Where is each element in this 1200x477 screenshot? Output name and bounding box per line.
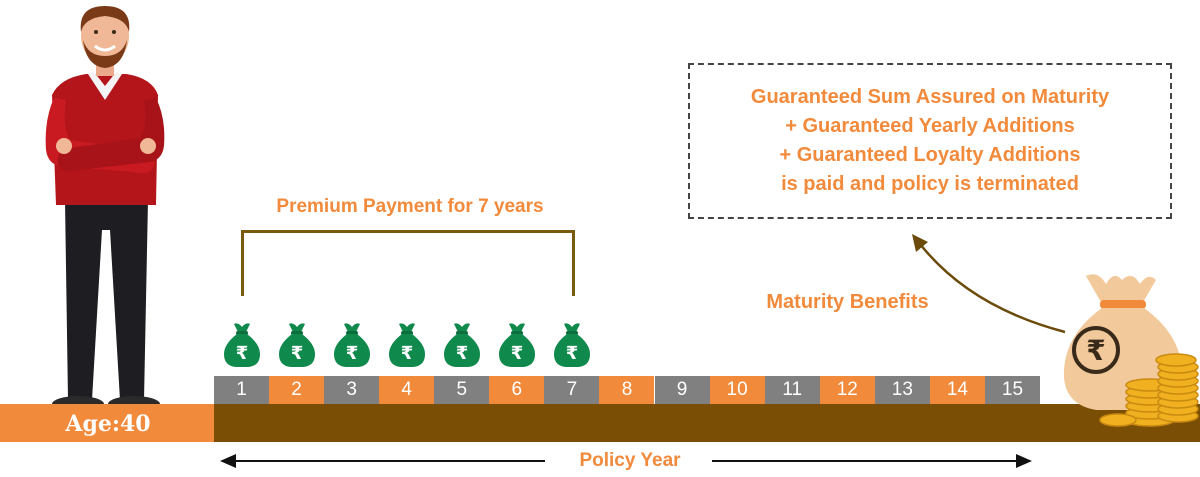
policy-year-box: 14 (929, 376, 985, 404)
policy-year-box: 8 (599, 376, 655, 404)
rupee-symbol: ₹ (235, 343, 248, 364)
rupee-money-bag-icon: ₹ (498, 323, 535, 367)
rupee-symbol: ₹ (400, 343, 413, 364)
maturity-benefits-label: Maturity Benefits (766, 291, 929, 313)
person-illustration (45, 6, 165, 412)
rupee-money-bag-icon: ₹ (553, 323, 590, 367)
timeline-ground (214, 404, 1200, 442)
age-bar (0, 404, 214, 442)
policy-year-box: 4 (379, 376, 435, 404)
policy-year-box: 3 (324, 376, 380, 404)
policy-year-box: 7 (544, 376, 600, 404)
rupee-symbol: ₹ (290, 343, 303, 364)
rupee-symbol: ₹ (456, 343, 469, 364)
rupee-symbol: ₹ (566, 343, 579, 364)
policy-year-box: 2 (269, 376, 325, 404)
policy-year-box: 5 (434, 376, 490, 404)
policy-year-box: 10 (709, 376, 765, 404)
policy-year-box: 12 (819, 376, 875, 404)
rupee-symbol: ₹ (345, 343, 358, 364)
policy-year-box: 6 (489, 376, 545, 404)
rupee-money-bag-icon: ₹ (333, 323, 370, 367)
policy-year-box: 11 (764, 376, 820, 404)
maturity-benefit-box: Guaranteed Sum Assured on Maturity + Gua… (688, 63, 1172, 219)
rupee-money-bag-icon: ₹ (223, 323, 260, 367)
policy-year-box: 1 (214, 376, 269, 404)
benefit-line-2: + Guaranteed Yearly Additions (785, 115, 1075, 137)
policy-year-label: Policy Year (579, 450, 681, 471)
policy-year-box: 15 (984, 376, 1040, 404)
rupee-money-bag-icon: ₹ (278, 323, 315, 367)
benefit-line-4: is paid and policy is terminated (781, 173, 1079, 195)
policy-year-box: 13 (874, 376, 930, 404)
maturity-arrow (912, 234, 1066, 334)
policy-year-box: 9 (654, 376, 710, 404)
rupee-money-bag-icon: ₹ (443, 323, 480, 367)
premium-payment-label: Premium Payment for 7 years (276, 196, 544, 217)
age-label: Age:40 (65, 411, 151, 437)
policy-year-arrow (220, 454, 1032, 468)
maturity-bag-symbol: ₹ (1086, 334, 1105, 367)
rupee-symbol: ₹ (511, 343, 524, 364)
premium-bracket (241, 230, 575, 296)
rupee-money-bag-with-coins-icon: ₹ (1063, 274, 1199, 427)
benefit-line-3: + Guaranteed Loyalty Additions (779, 144, 1081, 166)
benefit-line-1: Guaranteed Sum Assured on Maturity (750, 86, 1110, 108)
rupee-money-bag-icon: ₹ (388, 323, 425, 367)
